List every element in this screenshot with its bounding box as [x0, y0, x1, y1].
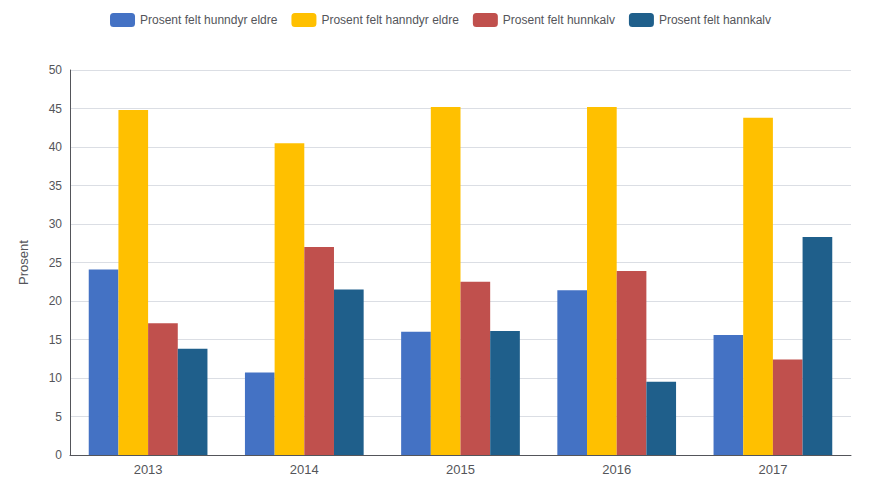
svg-text:2013: 2013	[134, 462, 163, 477]
svg-text:15: 15	[49, 333, 63, 347]
svg-text:35: 35	[49, 179, 63, 193]
svg-text:5: 5	[55, 410, 62, 424]
svg-text:45: 45	[49, 102, 63, 116]
svg-text:Prosent felt hunnkalv: Prosent felt hunnkalv	[503, 13, 615, 27]
svg-text:30: 30	[49, 217, 63, 231]
svg-text:20: 20	[49, 294, 63, 308]
svg-text:50: 50	[49, 63, 63, 77]
svg-text:2017: 2017	[758, 462, 787, 477]
svg-text:Prosent felt hannkalv: Prosent felt hannkalv	[659, 13, 771, 27]
svg-text:10: 10	[49, 371, 63, 385]
svg-text:25: 25	[49, 256, 63, 270]
svg-text:0: 0	[55, 448, 62, 462]
svg-text:2014: 2014	[290, 462, 319, 477]
svg-text:40: 40	[49, 140, 63, 154]
svg-text:Prosent felt hanndyr eldre: Prosent felt hanndyr eldre	[321, 13, 459, 27]
svg-text:Prosent felt hunndyr eldre: Prosent felt hunndyr eldre	[140, 13, 278, 27]
svg-text:Prosent: Prosent	[16, 240, 31, 285]
svg-text:2016: 2016	[602, 462, 631, 477]
svg-text:2015: 2015	[446, 462, 475, 477]
